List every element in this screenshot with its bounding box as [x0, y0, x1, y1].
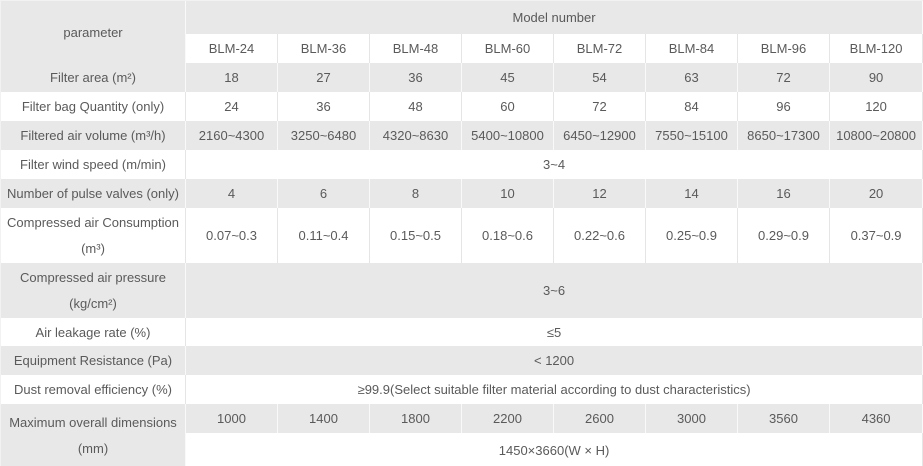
value-cell: 8650~17300: [738, 121, 830, 150]
row-label: Maximum overall dimensions (mm): [1, 404, 186, 466]
row-label: Dust removal efficiency (%): [1, 375, 186, 404]
span-value-cell: 3~6: [186, 263, 923, 318]
value-cell: 45: [462, 63, 554, 92]
value-cell: 1800: [370, 404, 462, 433]
row-label-line1: Compressed air Consumption: [7, 214, 179, 230]
value-cell: 0.11~0.4: [278, 208, 370, 263]
value-cell: 2160~4300: [186, 121, 278, 150]
value-cell: 72: [554, 92, 646, 121]
model-header-cell: BLM-72: [554, 34, 646, 63]
model-header-cell: BLM-60: [462, 34, 554, 63]
span-value-cell: ≥99.9(Select suitable filter material ac…: [186, 375, 923, 404]
value-cell: 1400: [278, 404, 370, 433]
value-cell: 3560: [738, 404, 830, 433]
value-cell: 7550~15100: [646, 121, 738, 150]
value-cell: 120: [830, 92, 923, 121]
model-header-cell: BLM-24: [186, 34, 278, 63]
value-cell: 3000: [646, 404, 738, 433]
row-compressed-air-pressure: Compressed air pressure (kg/cm²) 3~6: [1, 263, 923, 318]
header-row-model-number: parameter Model number: [1, 1, 923, 63]
parameter-header-cell: parameter: [1, 1, 186, 63]
value-cell: 60: [462, 92, 554, 121]
row-label: Compressed air pressure (kg/cm²): [1, 263, 186, 318]
value-cell: 0.07~0.3: [186, 208, 278, 263]
value-cell: 10800~20800: [830, 121, 923, 150]
value-cell: 27: [278, 63, 370, 92]
model-header-cell: BLM-120: [830, 34, 923, 63]
value-cell: 0.18~0.6: [462, 208, 554, 263]
row-pulse-valves: Number of pulse valves (only) 4 6 8 10 1…: [1, 179, 923, 208]
value-cell: 4320~8630: [370, 121, 462, 150]
value-cell: 0.22~0.6: [554, 208, 646, 263]
span-value-cell: ≤5: [186, 318, 923, 346]
value-cell: 48: [370, 92, 462, 121]
row-filter-wind-speed: Filter wind speed (m/min) 3~4: [1, 150, 923, 179]
span-value-cell: 3~4: [186, 150, 923, 179]
value-cell: 20: [830, 179, 923, 208]
row-label: Filtered air volume (m³/h): [1, 121, 186, 150]
value-cell: 2600: [554, 404, 646, 433]
span-value-cell: 1450×3660(W × H): [186, 433, 923, 466]
model-header-cell: BLM-48: [370, 34, 462, 63]
value-cell: 0.37~0.9: [830, 208, 923, 263]
row-label: Filter area (m²): [1, 63, 186, 92]
value-cell: 54: [554, 63, 646, 92]
value-cell: 63: [646, 63, 738, 92]
model-header-cell: BLM-36: [278, 34, 370, 63]
row-label-line1: Compressed air pressure: [20, 269, 166, 285]
value-cell: 1000: [186, 404, 278, 433]
row-label-line2: (m³): [81, 240, 105, 256]
value-cell: 84: [646, 92, 738, 121]
value-cell: 90: [830, 63, 923, 92]
value-cell: 96: [738, 92, 830, 121]
row-overall-dimensions-wh: 1450×3660(W × H): [1, 433, 923, 466]
span-value-cell: < 1200: [186, 346, 923, 375]
row-label: Filter bag Quantity (only): [1, 92, 186, 121]
value-cell: 18: [186, 63, 278, 92]
header-row-models: BLM-24 BLM-36 BLM-48 BLM-60 BLM-72 BLM-8…: [1, 34, 923, 63]
row-label: Number of pulse valves (only): [1, 179, 186, 208]
value-cell: 10: [462, 179, 554, 208]
value-cell: 6450~12900: [554, 121, 646, 150]
row-label: Filter wind speed (m/min): [1, 150, 186, 179]
model-header-cell: BLM-84: [646, 34, 738, 63]
value-cell: 14: [646, 179, 738, 208]
row-maximum-overall-dimensions: Maximum overall dimensions (mm) 1000 140…: [1, 404, 923, 466]
value-cell: 4360: [830, 404, 923, 433]
row-label-line1: Maximum overall dimensions: [9, 414, 177, 430]
row-dust-removal-efficiency: Dust removal efficiency (%) ≥99.9(Select…: [1, 375, 923, 404]
row-filter-bag-quantity: Filter bag Quantity (only) 24 36 48 60 7…: [1, 92, 923, 121]
row-label: Compressed air Consumption (m³): [1, 208, 186, 263]
value-cell: 0.25~0.9: [646, 208, 738, 263]
row-equipment-resistance: Equipment Resistance (Pa) < 1200: [1, 346, 923, 375]
row-compressed-air-consumption: Compressed air Consumption (m³) 0.07~0.3…: [1, 208, 923, 263]
value-cell: 12: [554, 179, 646, 208]
value-cell: 0.15~0.5: [370, 208, 462, 263]
model-number-header-cell: Model number: [186, 1, 923, 34]
value-cell: 24: [186, 92, 278, 121]
value-cell: 0.29~0.9: [738, 208, 830, 263]
value-cell: 16: [738, 179, 830, 208]
row-label: Air leakage rate (%): [1, 318, 186, 346]
row-air-leakage-rate: Air leakage rate (%) ≤5: [1, 318, 923, 346]
value-cell: 6: [278, 179, 370, 208]
value-cell: 36: [370, 63, 462, 92]
model-header-cell: BLM-96: [738, 34, 830, 63]
value-cell: 5400~10800: [462, 121, 554, 150]
row-label-line2: (mm): [77, 440, 109, 456]
value-cell: 72: [738, 63, 830, 92]
value-cell: 36: [278, 92, 370, 121]
row-label-line2: (kg/cm²): [69, 295, 117, 311]
value-cell: 8: [370, 179, 462, 208]
row-label: Equipment Resistance (Pa): [1, 346, 186, 375]
value-cell: 2200: [462, 404, 554, 433]
value-cell: 3250~6480: [278, 121, 370, 150]
row-filter-area: Filter area (m²) 18 27 36 45 54 63 72 90: [1, 63, 923, 92]
value-cell: 4: [186, 179, 278, 208]
row-filtered-air-volume: Filtered air volume (m³/h) 2160~4300 325…: [1, 121, 923, 150]
